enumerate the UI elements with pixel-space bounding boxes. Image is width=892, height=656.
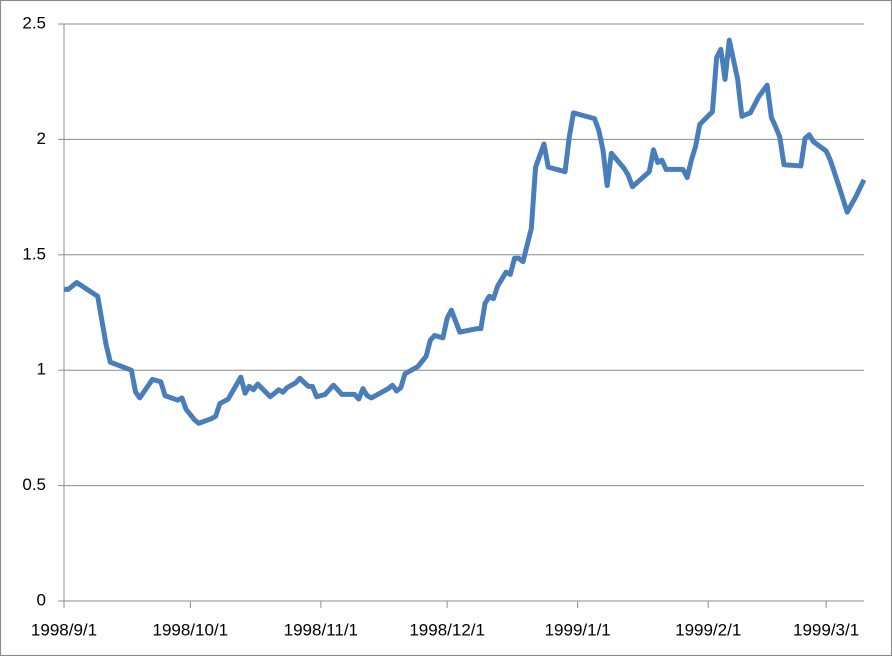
y-tick-label: 0.5 — [22, 475, 46, 494]
x-tick-label: 1999/3/1 — [793, 620, 859, 639]
x-tick-label: 1998/12/1 — [409, 620, 485, 639]
y-tick-label: 1 — [37, 360, 46, 379]
x-tick-label: 1998/11/1 — [284, 620, 358, 639]
y-tick-label: 1.5 — [22, 244, 46, 263]
data-line — [64, 37, 867, 426]
x-tick-label: 1998/9/1 — [31, 620, 97, 639]
y-tick-label: 2 — [37, 129, 46, 148]
x-tick-label: 1998/10/1 — [152, 620, 228, 639]
x-tick-label: 1999/1/1 — [545, 620, 611, 639]
y-tick-label: 2.5 — [22, 13, 46, 32]
y-tick-label: 0 — [37, 590, 46, 609]
x-tick-label: 1999/2/1 — [675, 620, 741, 639]
